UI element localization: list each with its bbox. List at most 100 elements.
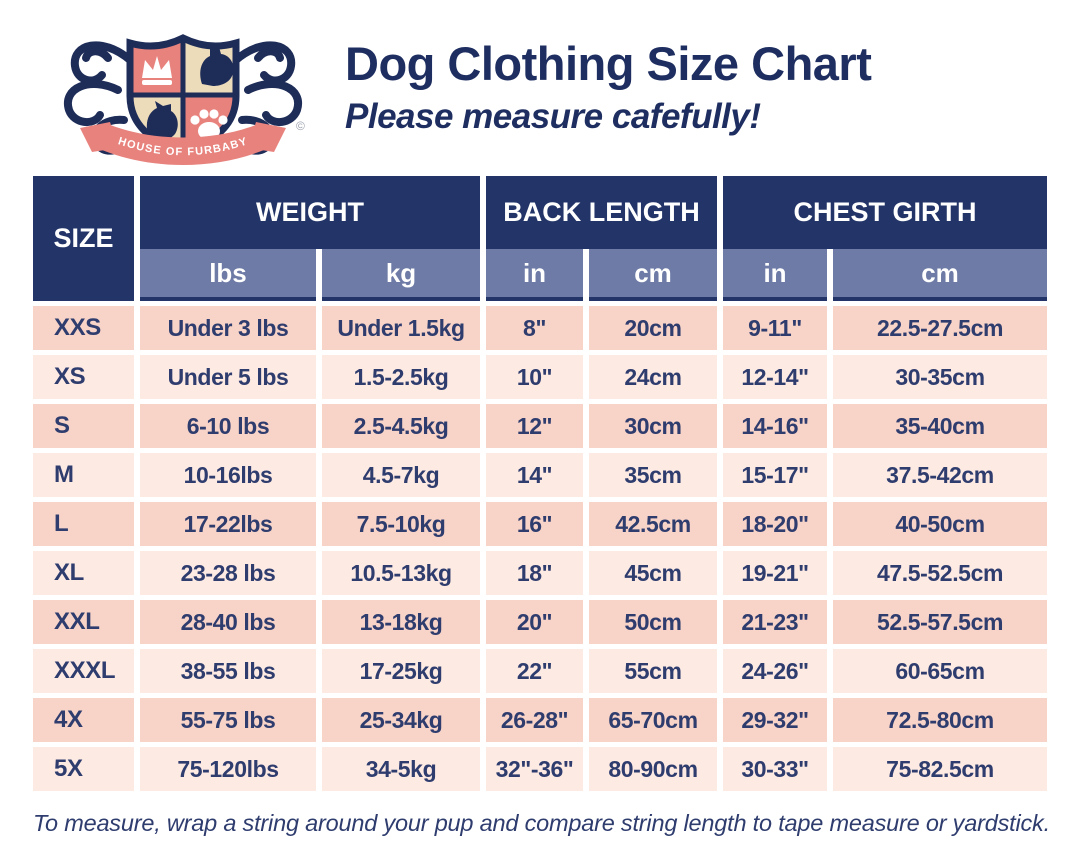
size-table: SIZE WEIGHT BACK LENGTH CHEST GIRTH lbs … bbox=[33, 176, 1047, 791]
back-in-cell: 22" bbox=[486, 649, 583, 693]
subheader-back-in: in bbox=[486, 249, 583, 301]
back-cm-cell: 45cm bbox=[589, 551, 717, 595]
subheader-lbs: lbs bbox=[140, 249, 316, 301]
chest-in-cell: 24-26" bbox=[723, 649, 827, 693]
table-row: S 6-10 lbs 2.5-4.5kg 12" 30cm 14-16" 35-40cm bbox=[33, 404, 1047, 448]
table-row: XL 23-28 lbs 10.5-13kg 18" 45cm 19-21" 47.5-52… bbox=[33, 551, 1047, 595]
back-cm-cell: 20cm bbox=[589, 306, 717, 350]
chest-in-cell: 21-23" bbox=[723, 600, 827, 644]
weight-lbs-cell: 23-28 lbs bbox=[140, 551, 316, 595]
weight-lbs-cell: 17-22lbs bbox=[140, 502, 316, 546]
cat-silhouette-icon bbox=[146, 101, 178, 142]
table-row: M 10-16lbs 4.5-7kg 14" 35cm 15-17" 37.5-42cm bbox=[33, 453, 1047, 497]
weight-kg-cell: 7.5-10kg bbox=[322, 502, 480, 546]
weight-kg-cell: 2.5-4.5kg bbox=[322, 404, 480, 448]
back-in-cell: 8" bbox=[486, 306, 583, 350]
subheader-back-cm: cm bbox=[589, 249, 717, 301]
back-in-cell: 20" bbox=[486, 600, 583, 644]
page-title: Dog Clothing Size Chart bbox=[345, 37, 872, 90]
title-block: Dog Clothing Size Chart Please measure c… bbox=[345, 36, 872, 137]
size-cell: M bbox=[33, 453, 134, 497]
crest-logo-graphic: HOUSE OF FURBABY © bbox=[63, 34, 305, 165]
size-cell: 5X bbox=[33, 747, 134, 791]
subheader-chest-in: in bbox=[723, 249, 827, 301]
weight-lbs-cell: Under 3 lbs bbox=[140, 306, 316, 350]
weight-lbs-cell: 38-55 lbs bbox=[140, 649, 316, 693]
table-header: SIZE WEIGHT BACK LENGTH CHEST GIRTH lbs … bbox=[33, 176, 1047, 301]
back-cm-cell: 42.5cm bbox=[589, 502, 717, 546]
chest-cm-cell: 40-50cm bbox=[833, 502, 1047, 546]
chest-in-cell: 30-33" bbox=[723, 747, 827, 791]
back-cm-cell: 55cm bbox=[589, 649, 717, 693]
copyright-mark: © bbox=[296, 119, 305, 133]
weight-kg-cell: 1.5-2.5kg bbox=[322, 355, 480, 399]
subheader-chest-cm: cm bbox=[833, 249, 1047, 301]
ribbon-banner: HOUSE OF FURBABY bbox=[80, 122, 286, 165]
subheader-kg: kg bbox=[322, 249, 480, 301]
weight-kg-cell: 13-18kg bbox=[322, 600, 480, 644]
page-subtitle: Please measure cafefully! bbox=[345, 97, 761, 136]
weight-kg-cell: 34-5kg bbox=[322, 747, 480, 791]
back-cm-cell: 50cm bbox=[589, 600, 717, 644]
table-row: XS Under 5 lbs 1.5-2.5kg 10" 24cm 12-14" 30-35… bbox=[33, 355, 1047, 399]
weight-lbs-cell: 6-10 lbs bbox=[140, 404, 316, 448]
column-header-weight: WEIGHT bbox=[140, 176, 480, 249]
chest-in-cell: 18-20" bbox=[723, 502, 827, 546]
size-cell: XL bbox=[33, 551, 134, 595]
column-header-back-length: BACK LENGTH bbox=[486, 176, 717, 249]
weight-lbs-cell: 75-120lbs bbox=[140, 747, 316, 791]
chest-in-cell: 9-11" bbox=[723, 306, 827, 350]
back-in-cell: 18" bbox=[486, 551, 583, 595]
back-cm-cell: 80-90cm bbox=[589, 747, 717, 791]
chest-cm-cell: 52.5-57.5cm bbox=[833, 600, 1047, 644]
chest-cm-cell: 35-40cm bbox=[833, 404, 1047, 448]
back-in-cell: 16" bbox=[486, 502, 583, 546]
back-in-cell: 12" bbox=[486, 404, 583, 448]
chest-cm-cell: 60-65cm bbox=[833, 649, 1047, 693]
column-header-chest-girth: CHEST GIRTH bbox=[723, 176, 1047, 249]
size-cell: XXS bbox=[33, 306, 134, 350]
table-row: L 17-22lbs 7.5-10kg 16" 42.5cm 18-20" 40-50cm bbox=[33, 502, 1047, 546]
table-row: XXL 28-40 lbs 13-18kg 20" 50cm 21-23" 52.5-57.… bbox=[33, 600, 1047, 644]
chest-in-cell: 19-21" bbox=[723, 551, 827, 595]
chest-in-cell: 14-16" bbox=[723, 404, 827, 448]
size-cell: XXXL bbox=[33, 649, 134, 693]
back-cm-cell: 24cm bbox=[589, 355, 717, 399]
chest-cm-cell: 72.5-80cm bbox=[833, 698, 1047, 742]
back-in-cell: 10" bbox=[486, 355, 583, 399]
size-cell: S bbox=[33, 404, 134, 448]
back-in-cell: 26-28" bbox=[486, 698, 583, 742]
table-row: 5X 75-120lbs 34-5kg 32"-36" 80-90cm 30-33" 75-… bbox=[33, 747, 1047, 791]
weight-lbs-cell: 10-16lbs bbox=[140, 453, 316, 497]
chest-in-cell: 12-14" bbox=[723, 355, 827, 399]
back-cm-cell: 35cm bbox=[589, 453, 717, 497]
weight-kg-cell: 17-25kg bbox=[322, 649, 480, 693]
size-cell: L bbox=[33, 502, 134, 546]
chest-cm-cell: 30-35cm bbox=[833, 355, 1047, 399]
weight-kg-cell: 10.5-13kg bbox=[322, 551, 480, 595]
back-in-cell: 32"-36" bbox=[486, 747, 583, 791]
table-body: XXS Under 3 lbs Under 1.5kg 8" 20cm 9-11" 22.5… bbox=[33, 306, 1047, 791]
column-header-size: SIZE bbox=[33, 176, 134, 301]
weight-kg-cell: 25-34kg bbox=[322, 698, 480, 742]
back-cm-cell: 30cm bbox=[589, 404, 717, 448]
chest-in-cell: 29-32" bbox=[723, 698, 827, 742]
brand-logo: HOUSE OF FURBABY © bbox=[52, 18, 314, 168]
chest-cm-cell: 47.5-52.5cm bbox=[833, 551, 1047, 595]
back-in-cell: 14" bbox=[486, 453, 583, 497]
weight-kg-cell: Under 1.5kg bbox=[322, 306, 480, 350]
weight-kg-cell: 4.5-7kg bbox=[322, 453, 480, 497]
weight-lbs-cell: Under 5 lbs bbox=[140, 355, 316, 399]
table-row: XXXL 38-55 lbs 17-25kg 22" 55cm 24-26" 60-65cm bbox=[33, 649, 1047, 693]
size-cell: XS bbox=[33, 355, 134, 399]
weight-lbs-cell: 28-40 lbs bbox=[140, 600, 316, 644]
dog-silhouette-icon bbox=[200, 44, 234, 86]
chest-in-cell: 15-17" bbox=[723, 453, 827, 497]
table-row: 4X 55-75 lbs 25-34kg 26-28" 65-70cm 29-32" 72.… bbox=[33, 698, 1047, 742]
crown-icon bbox=[142, 56, 172, 85]
table-row: XXS Under 3 lbs Under 1.5kg 8" 20cm 9-11" 22.5… bbox=[33, 306, 1047, 350]
size-cell: 4X bbox=[33, 698, 134, 742]
chest-cm-cell: 75-82.5cm bbox=[833, 747, 1047, 791]
chest-cm-cell: 37.5-42cm bbox=[833, 453, 1047, 497]
